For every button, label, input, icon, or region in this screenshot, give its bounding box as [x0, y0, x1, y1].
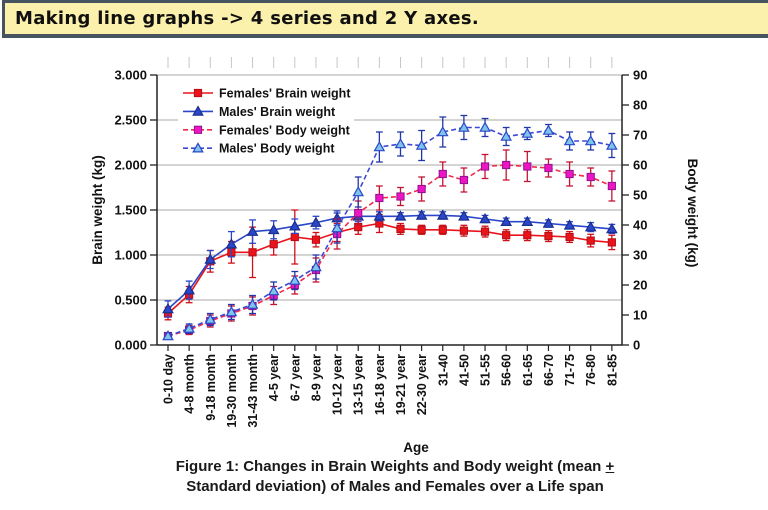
x-tick-label: 6-7 year	[288, 354, 302, 401]
caption-line-1: Figure 1: Changes in Brain Weights and B…	[175, 458, 615, 475]
right-tick-label: 30	[633, 248, 647, 263]
x-tick-label: 61-65	[521, 354, 535, 386]
x-tick-label: 13-15 year	[352, 354, 366, 415]
axes: 0.000 0.500 1.000 1.500 2.000 2.500 3.000 0 10 20…	[114, 68, 647, 428]
legend-label-0: Females' Brain weight	[219, 87, 351, 101]
x-tick-label: 76-80	[584, 354, 598, 386]
series-0	[163, 209, 616, 321]
x-tick-label: 0-10 day	[161, 354, 175, 404]
left-tick-label: 2.000	[114, 158, 147, 173]
x-tick-label: 10-12 year	[331, 354, 345, 415]
series-line-3	[167, 126, 613, 337]
right-tick-label: 0	[633, 338, 640, 353]
x-tick-label: 8-9 year	[309, 354, 323, 401]
right-axis-title: Body weight (kg)	[685, 159, 700, 268]
figure-caption: Figure 1: Changes in Brain Weights and B…	[130, 457, 660, 497]
x-tick-label: 81-85	[605, 354, 619, 386]
x-tick-label: 22-30 year	[415, 354, 429, 415]
x-tick-label: 41-50	[457, 354, 471, 386]
x-tick-label: 16-18 year	[373, 354, 387, 415]
right-tick-label: 60	[633, 158, 647, 173]
legend-label-2: Females' Body weight	[219, 123, 351, 137]
x-tick-label: 31-40	[436, 354, 450, 386]
x-tick-label: 56-60	[500, 354, 514, 386]
right-tick-label: 80	[633, 98, 647, 113]
right-tick-label: 40	[633, 218, 647, 233]
series-line-1	[167, 214, 612, 310]
left-axis-title: Brain weight (kg)	[90, 155, 105, 265]
legend-label-1: Males' Brain weight	[219, 105, 336, 119]
left-tick-label: 1.500	[114, 203, 147, 218]
x-tick-label: 51-55	[479, 354, 493, 386]
legend: Females' Brain weight Males' Brain weight…	[178, 82, 354, 159]
top-axis-ticks	[167, 57, 613, 68]
left-tick-label: 1.000	[114, 248, 147, 263]
lesson-title: Making line graphs -> 4 series and 2 Y a…	[15, 8, 480, 29]
left-tick-label: 0.500	[114, 293, 147, 308]
series-line-0	[167, 222, 612, 315]
x-tick-label: 71-75	[563, 354, 577, 386]
x-axis-title: Age	[403, 440, 429, 455]
right-tick-label: 20	[633, 278, 647, 293]
right-tick-label: 10	[633, 308, 647, 323]
right-tick-label: 90	[633, 68, 647, 83]
x-tick-label: 66-70	[542, 354, 556, 386]
right-tick-label: 50	[633, 188, 647, 203]
x-tick-label: 31-43 month	[246, 354, 260, 428]
title-banner: Making line graphs -> 4 series and 2 Y a…	[2, 0, 768, 38]
plus-minus-symbol: +	[605, 458, 615, 475]
x-tick-label: 19-30 month	[225, 354, 239, 428]
left-tick-label: 2.500	[114, 113, 147, 128]
caption-line-2: Standard deviation) of Males and Females…	[186, 478, 604, 495]
series-3	[162, 114, 618, 341]
left-tick-label: 0.000	[114, 338, 147, 353]
left-tick-label: 3.000	[114, 68, 147, 83]
right-tick-label: 70	[633, 128, 647, 143]
x-tick-label: 4-8 month	[183, 354, 197, 414]
legend-label-3: Males' Body weight	[219, 142, 335, 156]
x-tick-label: 9-18 month	[204, 354, 218, 421]
x-tick-label: 19-21 year	[394, 354, 408, 415]
x-tick-label: 4-5 year	[267, 354, 281, 401]
